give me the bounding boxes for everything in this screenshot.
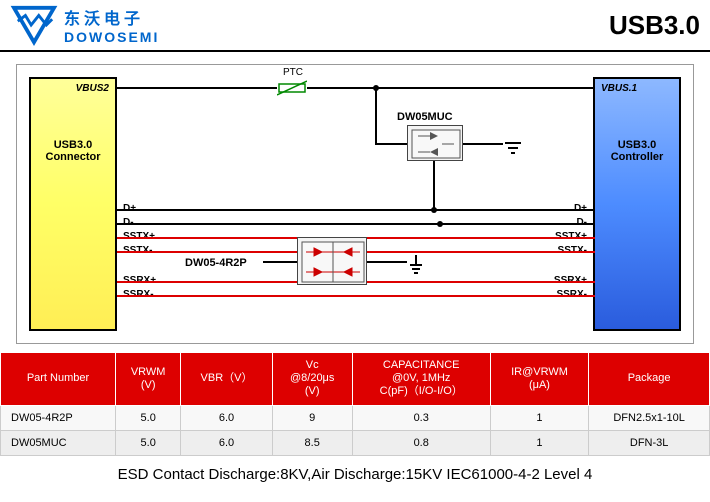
th-vrwm: VRWM (V): [115, 353, 180, 406]
table-row: DW05-4R2P5.06.090.31DFN2.5x1-10L: [1, 405, 710, 430]
ground-icon-2: [409, 255, 423, 279]
th-cap: CAPACITANCE @0V, 1MHz C(pF)（I/O-I/O）: [352, 353, 490, 406]
connector-label: USB3.0 Connector: [31, 139, 115, 163]
chip2-label: DW05-4R2P: [185, 257, 247, 269]
wire-ch1-down: [433, 161, 435, 211]
wire-ch2-r: [367, 261, 407, 263]
cell: DFN-3L: [589, 430, 710, 455]
wire-vbus-l: [117, 87, 277, 89]
logo-cn-text: 东沃电子: [64, 5, 159, 29]
wire-dp: [117, 209, 595, 211]
th-vc: Vc @8/20μs (V): [272, 353, 352, 406]
cell: 0.8: [352, 430, 490, 455]
cell: 5.0: [115, 405, 180, 430]
cell: DFN2.5x1-10L: [589, 405, 710, 430]
th-pn: Part Number: [1, 353, 116, 406]
th-ir: IR@VRWM (μA): [490, 353, 589, 406]
th-pkg: Package: [589, 353, 710, 406]
schematic-diagram: VBUS2 USB3.0 Connector VBUS.1 USB3.0 Con…: [16, 64, 694, 344]
node1: [373, 85, 379, 91]
table-header-row: Part Number VRWM (V) VBR（V） Vc @8/20μs (…: [1, 353, 710, 406]
footer-text: ESD Contact Discharge:8KV,Air Discharge:…: [0, 466, 710, 483]
cell: 9: [272, 405, 352, 430]
cell: 6.0: [181, 405, 272, 430]
cell: 0.3: [352, 405, 490, 430]
logo-icon: [10, 4, 58, 46]
ptc-symbol: PTC: [277, 79, 307, 97]
page-title: USB3.0: [609, 10, 700, 41]
wire-ch2-l: [263, 261, 297, 263]
chip-dw05muc: [407, 125, 463, 161]
ground-icon: [503, 139, 523, 157]
vbus-left-label: VBUS2: [76, 83, 109, 94]
vbus-right-label: VBUS.1: [601, 83, 637, 94]
cell: DW05-4R2P: [1, 405, 116, 430]
chip-dw054r2p: [297, 237, 367, 285]
th-vbr: VBR（V）: [181, 353, 272, 406]
logo-en-text: DOWOSEMI: [64, 29, 159, 45]
controller-box: VBUS.1 USB3.0 Controller: [593, 77, 681, 331]
chip1-label: DW05MUC: [397, 111, 453, 123]
cell: 8.5: [272, 430, 352, 455]
cell: 1: [490, 430, 589, 455]
logo: 东沃电子 DOWOSEMI: [10, 4, 159, 46]
wire-ch1-r: [463, 143, 503, 145]
header: 东沃电子 DOWOSEMI USB3.0: [0, 0, 710, 52]
ptc-label: PTC: [283, 67, 303, 78]
cell: 1: [490, 405, 589, 430]
cell: 6.0: [181, 430, 272, 455]
table-row: DW05MUC5.06.08.50.81DFN-3L: [1, 430, 710, 455]
node2: [431, 207, 437, 213]
wire-dm: [117, 223, 595, 225]
controller-label: USB3.0 Controller: [595, 139, 679, 163]
wire-ssrxm: [117, 295, 595, 297]
cell: 5.0: [115, 430, 180, 455]
wire-vbus-r: [307, 87, 595, 89]
cell: DW05MUC: [1, 430, 116, 455]
spec-table: Part Number VRWM (V) VBR（V） Vc @8/20μs (…: [0, 352, 710, 456]
connector-box: VBUS2 USB3.0 Connector: [29, 77, 117, 331]
node3: [437, 221, 443, 227]
wire-ch1-v: [375, 87, 377, 145]
wire-ch1-l: [377, 143, 407, 145]
